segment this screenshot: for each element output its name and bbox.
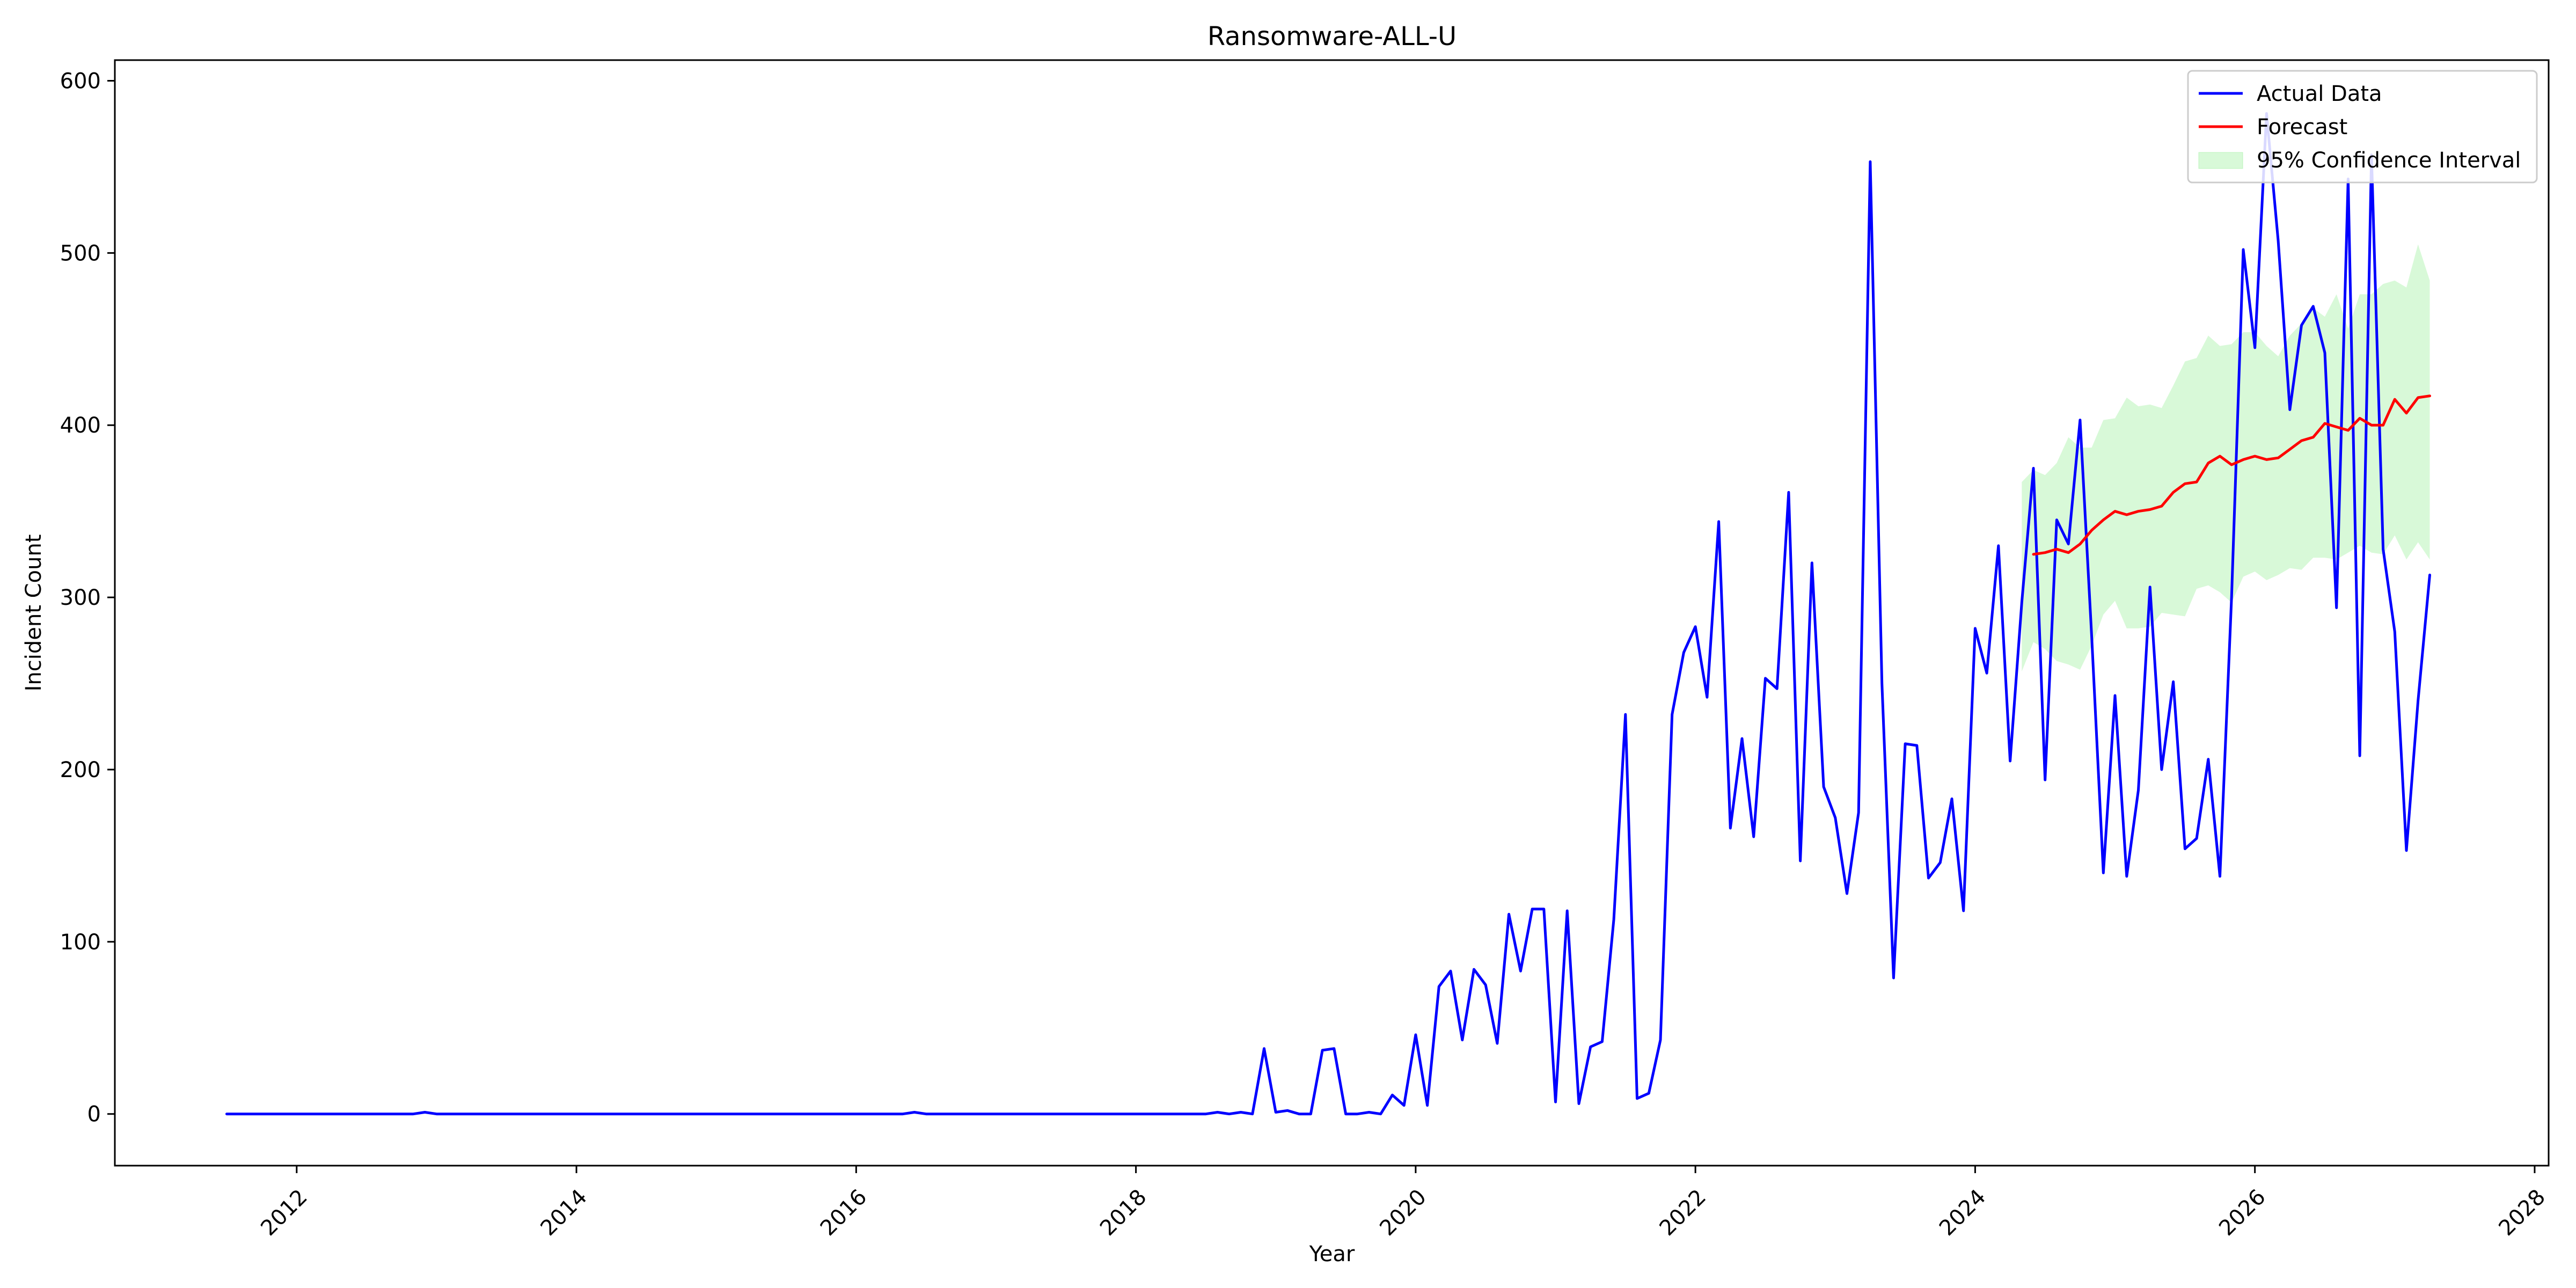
plot-area — [225, 112, 2431, 1116]
legend-label-95-confidence-interval: 95% Confidence Interval — [2257, 148, 2521, 173]
legend-swatch-95-confidence-interval — [2198, 152, 2243, 169]
y-tick-label: 500 — [60, 241, 101, 266]
y-tick-label: 600 — [60, 69, 101, 94]
forecast-line — [2032, 394, 2431, 556]
y-tick-label: 0 — [87, 1102, 101, 1127]
legend-label-forecast: Forecast — [2257, 115, 2347, 140]
x-axis-label: Year — [1309, 1242, 1355, 1267]
y-tick-label: 200 — [60, 758, 101, 782]
axes-frame — [114, 59, 2550, 1167]
confidence-interval-band — [2022, 244, 2430, 672]
actual-data-line — [225, 112, 2431, 1116]
y-tick-label: 300 — [60, 586, 101, 610]
y-tick-label: 400 — [60, 413, 101, 438]
y-axis-label: Incident Count — [21, 535, 46, 692]
legend-label-actual-data: Actual Data — [2257, 82, 2382, 106]
legend: Actual Data Forecast 95% Confidence Interv… — [2187, 70, 2538, 184]
y-tick-label: 100 — [60, 930, 101, 955]
legend-box — [2187, 70, 2538, 184]
chart-title: Ransomware-ALL-U — [1208, 21, 1457, 52]
